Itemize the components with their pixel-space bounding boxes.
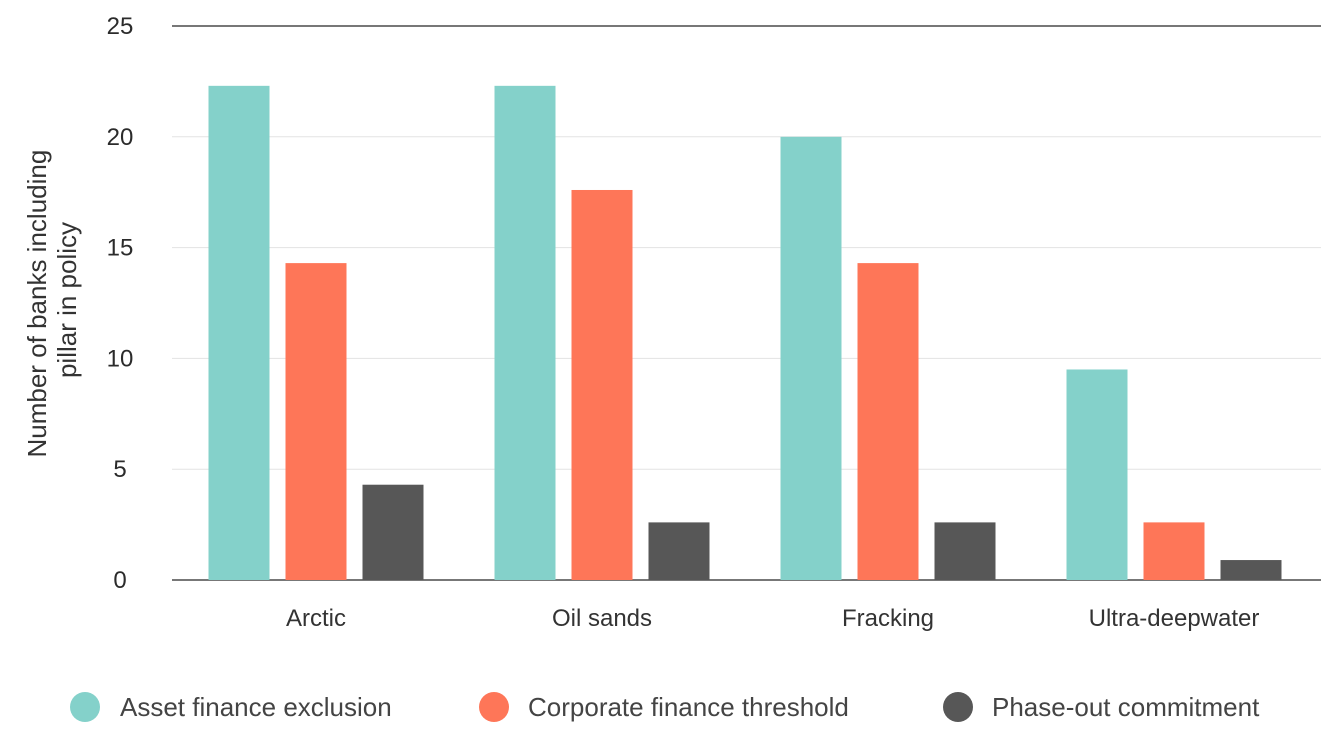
- legend: Asset finance exclusion Corporate finance…: [70, 692, 1260, 722]
- bar-corporate-finance-threshold-oil-sands: [571, 189, 633, 580]
- legend-label: Corporate finance threshold: [528, 692, 849, 722]
- x-category-label: Ultra-deepwater: [1089, 605, 1260, 632]
- y-axis-title: Number of banks including pillar in poli…: [22, 142, 82, 457]
- y-tick-label: 15: [107, 235, 134, 262]
- legend-item: Phase-out commitment: [943, 692, 1260, 722]
- bar-asset-finance-exclusion-ultra-deepwater: [1066, 369, 1128, 580]
- y-tick-label: 25: [107, 13, 134, 40]
- legend-swatch: [479, 692, 509, 722]
- x-category-label: Oil sands: [552, 605, 652, 632]
- x-category-label: Arctic: [286, 605, 346, 632]
- y-tick-label: 20: [107, 124, 134, 151]
- y-axis-title-line-2: pillar in policy: [52, 222, 82, 378]
- bars-layer: [208, 85, 1282, 581]
- bar-corporate-finance-threshold-arctic: [285, 263, 347, 580]
- axis-layer: 0 5 10 15 20 25 Arctic Oil sands Fracking Ultra-d…: [107, 13, 1260, 632]
- bar-asset-finance-exclusion-oil-sands: [494, 85, 556, 580]
- legend-swatch: [943, 692, 973, 722]
- x-category-label: Fracking: [842, 605, 934, 632]
- y-tick-label: 10: [107, 345, 134, 372]
- legend-label: Phase-out commitment: [992, 692, 1260, 722]
- grid-layer: [172, 25, 1321, 581]
- y-tick-label: 5: [113, 456, 126, 483]
- legend-swatch: [70, 692, 100, 722]
- bar-phase-out-commitment-ultra-deepwater: [1220, 560, 1282, 580]
- bar-phase-out-commitment-oil-sands: [648, 522, 710, 580]
- bar-phase-out-commitment-arctic: [362, 484, 424, 580]
- legend-label: Asset finance exclusion: [120, 692, 392, 722]
- bar-asset-finance-exclusion-arctic: [208, 85, 270, 580]
- legend-item: Corporate finance threshold: [479, 692, 849, 722]
- y-tick-label: 0: [113, 567, 126, 594]
- bar-asset-finance-exclusion-fracking: [780, 136, 842, 581]
- bar-corporate-finance-threshold-ultra-deepwater: [1143, 522, 1205, 580]
- y-axis-title-line-1: Number of banks including: [22, 150, 52, 458]
- bar-corporate-finance-threshold-fracking: [857, 263, 919, 580]
- bar-phase-out-commitment-fracking: [934, 522, 996, 580]
- legend-item: Asset finance exclusion: [70, 692, 392, 722]
